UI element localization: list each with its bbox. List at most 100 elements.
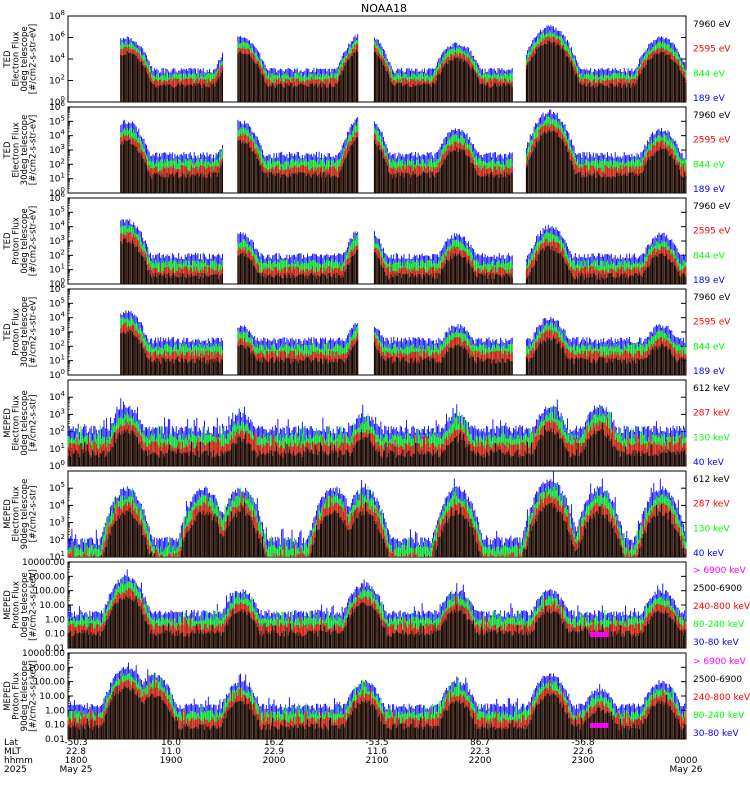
y-tick-exponent: 2 [61, 157, 65, 165]
y-tick-label: 1000.00 [28, 663, 65, 673]
y-tick-label: 1000.00 [28, 572, 65, 582]
legend-entry: 287 keV [693, 409, 730, 419]
series-magenta [605, 723, 609, 728]
y-tick-label: 104 [49, 52, 65, 65]
y-tick-label: 101 [49, 172, 65, 185]
y-axis-label: TED [3, 323, 13, 342]
legend-entry: 612 keV [693, 475, 730, 485]
x-tick-label: -56.8 [571, 738, 595, 748]
y-tick-label: 100.00 [34, 678, 66, 688]
y-tick-exponent: 1 [61, 550, 65, 558]
legend-entry: 130 keV [693, 524, 730, 534]
series-magenta [593, 723, 597, 728]
y-axis-label: Electron Flux [12, 486, 22, 541]
x-tick-label: 2300 [572, 756, 595, 766]
x-tick-label: -50.3 [64, 738, 87, 748]
y-tick-exponent: 4 [61, 311, 66, 319]
panel-8: 10000.00 1000.00 100.00 10.00 1.00 0.10 0.01 ME… [3, 649, 750, 745]
series-black [93, 502, 687, 557]
y-tick-label: 100.00 [34, 587, 66, 597]
legend-entry: > 6900 keV [693, 657, 747, 667]
series-black [120, 238, 687, 284]
y-axis-label: 0deg telescope [20, 26, 30, 91]
legend-entry: 80-240 keV [693, 711, 745, 721]
x-tick-label: 11.6 [367, 747, 387, 757]
series-magenta [593, 632, 597, 637]
y-tick-exponent: 1 [61, 354, 65, 362]
x-row-label: hhmm [4, 756, 33, 766]
y-tick-exponent: 5 [61, 114, 65, 122]
y-tick-exponent: 3 [61, 516, 65, 524]
y-tick-label: 1.00 [45, 615, 65, 625]
y-axis-label: TED [3, 141, 13, 160]
y-axis-label: 90deg telescope [20, 479, 30, 550]
x-tick-label: 2000 [263, 756, 286, 766]
y-tick-exponent: 2 [61, 74, 65, 82]
y-tick-label: 104 [49, 498, 65, 511]
y-tick-label: 10.00 [39, 692, 65, 702]
y-tick-exponent: 3 [61, 234, 65, 242]
y-tick-label: 105 [49, 296, 65, 309]
x-tick-label: 0000 [675, 756, 698, 766]
series-black [120, 130, 687, 193]
series-black [120, 330, 687, 375]
y-tick-label: 102 [49, 533, 65, 546]
y-tick-label: 10000.00 [22, 649, 65, 659]
y-tick-label: 0.10 [45, 630, 65, 640]
legend-entry: 287 keV [693, 500, 730, 510]
y-tick-exponent: 0 [61, 459, 65, 467]
panel-7: 10000.00 1000.00 100.00 10.00 1.00 0.10 0.01 ME… [3, 558, 750, 654]
y-tick-label: 100 [49, 459, 65, 472]
y-tick-label: 101 [49, 354, 65, 367]
chart-title: NOAA18 [361, 2, 407, 15]
x-tick-label: 1900 [160, 756, 183, 766]
y-axis-label: MEPED [3, 590, 13, 620]
x-tick-label: May 26 [670, 765, 703, 775]
y-tick-label: 103 [49, 407, 65, 420]
y-tick-label: 103 [49, 234, 65, 247]
y-tick-label: 0.01 [45, 644, 65, 654]
y-tick-exponent: 1 [61, 263, 65, 271]
y-axis-label: TED [3, 232, 13, 251]
y-tick-exponent: 5 [61, 205, 65, 213]
x-tick-label: 22.3 [470, 747, 490, 757]
legend-entry: 2500-6900 [693, 584, 742, 594]
series-black [120, 40, 687, 102]
legend-entry: 844 eV [693, 69, 726, 79]
x-tick-label: 16.2 [264, 738, 284, 748]
y-axis-label: Electron Flux [12, 395, 22, 450]
y-axis-label: Proton Flux [12, 308, 22, 356]
legend-entry: 130 keV [693, 433, 730, 443]
x-tick-label: 2200 [469, 756, 492, 766]
y-tick-exponent: 2 [61, 248, 65, 256]
legend-entry: 7960 eV [693, 293, 731, 303]
y-tick-label: 105 [49, 114, 65, 127]
y-axis-label: 0deg telescope [20, 572, 30, 637]
legend-entry: > 6900 keV [693, 566, 747, 576]
y-tick-exponent: 2 [61, 533, 65, 541]
legend-entry: 189 eV [693, 94, 726, 104]
y-tick-label: 105 [49, 481, 65, 494]
series-magenta [590, 723, 594, 728]
y-tick-label: 104 [49, 390, 65, 403]
y-axis-label: Electron Flux [12, 122, 22, 177]
legend-entry: 189 eV [693, 276, 726, 286]
x-row-label: MLT [4, 747, 22, 757]
series-black [67, 595, 687, 648]
legend-entry: 30-80 keV [693, 638, 739, 648]
y-tick-exponent: 1 [61, 442, 65, 450]
legend-entry: 844 eV [693, 160, 726, 170]
y-tick-label: 101 [49, 442, 65, 455]
y-tick-exponent: 0 [61, 277, 65, 285]
legend-entry: 240-800 keV [693, 602, 750, 612]
legend-entry: 844 eV [693, 251, 726, 261]
y-tick-label: 100 [49, 368, 65, 381]
legend-entry: 7960 eV [693, 202, 731, 212]
y-axis-label: Electron Flux [12, 31, 22, 86]
x-tick-label: 22.6 [573, 747, 593, 757]
y-tick-label: 103 [49, 516, 65, 529]
